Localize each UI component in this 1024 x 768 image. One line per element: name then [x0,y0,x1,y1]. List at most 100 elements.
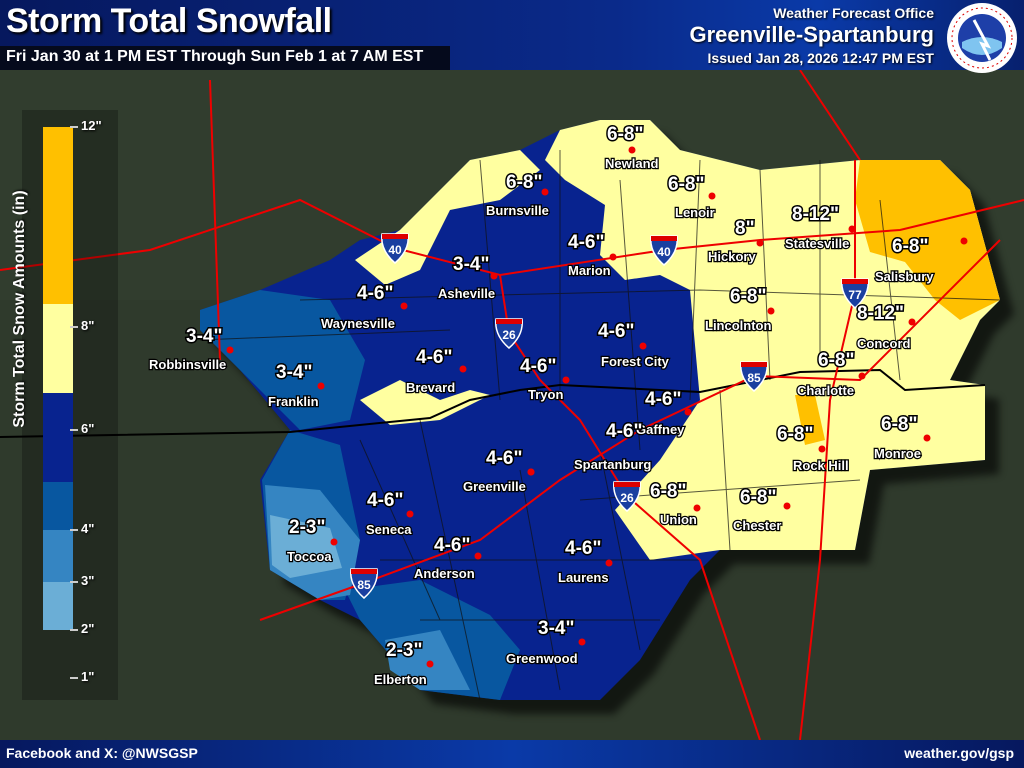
snow-amount-label: 3-4" [453,254,489,275]
city-dot [783,502,791,510]
snow-amount-label: 8-12" [792,204,839,225]
city-dot [605,559,613,567]
snow-amount-label: 4-6" [565,538,601,559]
snow-amount-label: 3-4" [538,618,574,639]
city-name-label: Chester [733,518,781,533]
city-dot [490,272,498,280]
city-marker: 3-4" Franklin [267,361,325,410]
city-name-label: Gaffney [636,422,685,437]
city-dot [317,382,325,390]
website-link[interactable]: weather.gov/gsp [904,745,1014,761]
city-name-label: Spartanburg [574,457,651,472]
city-name-label: Anderson [414,566,475,581]
city-marker: 4-6" Greenville [462,447,535,495]
interstate-number: 85 [357,578,371,592]
city-dot [684,408,692,416]
legend-swatch-4-6 [43,393,73,482]
city-marker: 6-8" Charlotte [796,349,866,399]
city-marker: 6-8" Monroe [873,413,931,462]
zone-2-3-south [385,630,470,690]
city-marker: 6-8" Newland [604,123,660,173]
city-name-label: Forest City [601,354,670,369]
city-marker: 4-6" Brevard [405,346,467,396]
city-name-label: Lincolnton [705,318,771,333]
city-name-label: Tryon [528,387,563,402]
zone-6-8-south [360,380,490,425]
city-marker: 4-6" Gaffney [635,388,692,438]
city-name-label: Franklin [268,394,319,409]
city-dot [708,192,716,200]
city-marker: 2-3" Toccoa [286,516,338,565]
interstate-number: 77 [848,288,862,302]
snow-amount-label: 4-6" [598,321,634,342]
city-dot [908,318,916,326]
snow-amount-label: 6-8" [740,487,776,508]
legend-swatch-6-8 [43,304,73,393]
snow-amount-label: 6-8" [730,286,766,307]
city-name-label: Greenville [463,479,526,494]
city-name-label: Waynesville [321,316,395,331]
snow-amount-label: 2-3" [386,640,422,661]
city-marker: 3-4" Asheville [437,253,498,302]
snow-amount-label: 2-3" [289,517,325,538]
city-marker: 6-8" Lenoir [667,173,716,222]
city-marker: 6-8" Rock Hill [776,423,850,475]
city-name-label: Lenoir [675,205,715,220]
snow-amount-label: 8" [735,218,755,239]
city-marker: 4-6" Waynesville [320,282,408,332]
snow-amount-label: 6-8" [506,172,542,193]
legend-swatch-1-2 [43,582,73,630]
city-marker: 6-8" Lincolnton [704,285,775,334]
map-title: Storm Total Snowfall [6,2,332,40]
footer-bar: Facebook and X: @NWSGSP weather.gov/gsp [0,740,1024,768]
city-name-label: Seneca [366,522,412,537]
snow-amount-label: 6-8" [650,481,686,502]
interstate-shield-icon: 85 [350,568,378,599]
city-marker: 6-8" Union [649,480,701,528]
valid-period: Fri Jan 30 at 1 PM EST Through Sun Feb 1… [6,48,424,65]
legend-title: Storm Total Snow Amounts (in) [11,190,28,428]
snow-amount-label: 4-6" [606,421,642,442]
city-dot [639,342,647,350]
nws-logo [947,3,1017,73]
zone-3-4-west [200,290,365,430]
snow-amount-label: 4-6" [645,389,681,410]
city-marker: 3-4" Robbinsville [148,325,234,373]
city-dot [459,365,467,373]
city-name-label: Rock Hill [793,458,849,473]
snow-amount-label: 4-6" [434,535,470,556]
snow-amount-label: 6-8" [777,424,813,445]
city-marker: 2-3" Elberton [373,639,434,688]
snow-amount-label: 6-8" [668,174,704,195]
city-name-label: Statesville [785,236,849,251]
city-name-label: Elberton [374,672,427,687]
office-label: Weather Forecast Office [773,5,934,21]
city-marker: 4-6" Marion [567,231,617,279]
snow-amount-label: 4-6" [357,283,393,304]
city-marker: 6-8" Chester [732,486,791,534]
city-dot [400,302,408,310]
office-name: Greenville-Spartanburg [689,22,934,47]
state-border-nc-sc [0,368,986,438]
city-dot [818,445,826,453]
city-marker: 8" Hickory [707,217,764,265]
snow-amount-label: 8-12" [857,303,904,324]
city-name-label: Laurens [558,570,609,585]
city-dot [406,510,414,518]
city-name-label: Hickory [708,249,756,264]
city-marker: 4-6" Tryon [519,355,570,403]
issued-time: Issued Jan 28, 2026 12:47 PM EST [707,50,934,66]
interstate-shield-icon: 26 [613,481,641,512]
city-dot [330,538,338,546]
city-name-label: Charlotte [797,383,854,398]
city-dot [693,504,701,512]
city-marker: 4-6" Spartanburg [527,420,653,476]
interstate-number: 40 [657,245,671,259]
city-dot [474,552,482,560]
interstate-number: 26 [620,491,634,505]
city-name-label: Monroe [874,446,921,461]
snow-amount-label: 6-8" [881,414,917,435]
legend-swatch-8-12 [43,127,73,304]
city-name-label: Concord [857,336,911,351]
city-dot [578,638,586,646]
